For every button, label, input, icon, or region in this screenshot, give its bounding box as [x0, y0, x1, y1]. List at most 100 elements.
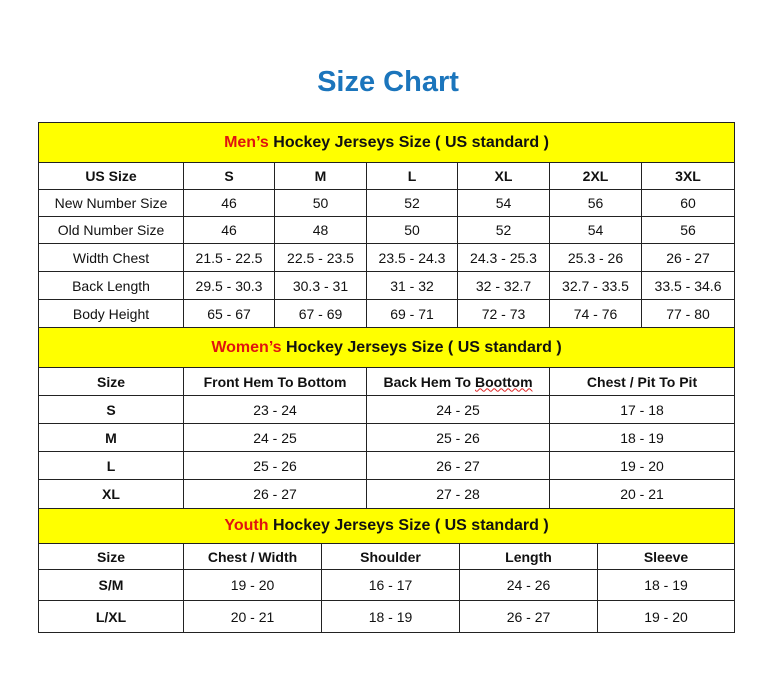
table-cell: 72 - 73 [457, 299, 550, 328]
table-cell: 26 - 27 [366, 451, 550, 480]
womens-label: Women’s [211, 338, 282, 356]
table-cell: 18 - 19 [596, 569, 736, 601]
row-label: New Number Size [38, 189, 184, 217]
table-cell: 18 - 19 [321, 600, 460, 633]
youth-size-table: Youth Hockey Jerseys Size ( US standard … [37, 508, 736, 633]
row-label: Back Length [38, 271, 184, 300]
header-cell: 3XL [640, 162, 736, 190]
table-cell: 26 - 27 [183, 479, 367, 509]
table-cell: 21.5 - 22.5 [183, 243, 275, 272]
table-row: Width Chest 21.5 - 22.5 22.5 - 23.5 23.5 - … [38, 243, 736, 272]
table-cell: 23 - 24 [183, 395, 367, 424]
table-row: XL 26 - 27 27 - 28 20 - 21 [38, 479, 736, 509]
table-row: Old Number Size 46 48 50 52 54 56 [38, 216, 736, 244]
table-cell: 48 [274, 216, 367, 244]
table-row: M 24 - 25 25 - 26 18 - 19 [38, 423, 736, 452]
table-cell: 22.5 - 23.5 [274, 243, 367, 272]
table-cell: 25.3 - 26 [549, 243, 642, 272]
table-cell: 26 - 27 [459, 600, 598, 633]
womens-header-row: Size Front Hem To Bottom Back Hem To Boo… [38, 367, 736, 396]
table-row: New Number Size 46 50 52 54 56 60 [38, 189, 736, 217]
table-cell: 26 - 27 [640, 243, 736, 272]
womens-size-table: Women’s Hockey Jerseys Size ( US standar… [37, 327, 736, 509]
table-cell: 77 - 80 [640, 299, 736, 328]
table-row: S 23 - 24 24 - 25 17 - 18 [38, 395, 736, 424]
table-cell: 56 [640, 216, 736, 244]
header-cell: Shoulder [321, 543, 460, 570]
youth-title-text: Hockey Jerseys Size ( US standard ) [268, 517, 549, 534]
table-cell: 46 [183, 216, 275, 244]
youth-label: Youth [224, 517, 269, 534]
header-cell: US Size [38, 162, 184, 190]
womens-title-text: Hockey Jerseys Size ( US standard ) [281, 338, 562, 356]
youth-header-row: Size Chest / Width Shoulder Length Sleev… [38, 543, 736, 570]
header-cell: Size [38, 543, 184, 570]
table-cell: 29.5 - 30.3 [183, 271, 275, 300]
header-cell: Sleeve [596, 543, 736, 570]
header-cell: 2XL [549, 162, 642, 190]
table-cell: 31 - 32 [366, 271, 458, 300]
table-row: L 25 - 26 26 - 27 19 - 20 [38, 451, 736, 480]
row-label: S/M [38, 569, 184, 601]
table-cell: 17 - 18 [548, 395, 736, 424]
table-cell: 30.3 - 31 [274, 271, 367, 300]
table-cell: 20 - 21 [548, 479, 736, 509]
mens-size-table: Men’s Hockey Jerseys Size ( US standard … [37, 122, 736, 328]
table-cell: 32.7 - 33.5 [549, 271, 642, 300]
table-cell: 33.5 - 34.6 [640, 271, 736, 300]
table-cell: 50 [366, 216, 458, 244]
table-cell: 24 - 26 [459, 569, 598, 601]
row-label: L/XL [38, 600, 184, 633]
table-cell: 74 - 76 [549, 299, 642, 328]
table-cell: 56 [549, 189, 642, 217]
table-cell: 16 - 17 [321, 569, 460, 601]
row-label: S [38, 395, 184, 424]
row-label: Width Chest [38, 243, 184, 272]
row-label: Old Number Size [38, 216, 184, 244]
row-label: Body Height [38, 299, 184, 328]
table-cell: 18 - 19 [548, 423, 736, 452]
table-cell: 60 [640, 189, 736, 217]
table-cell: 19 - 20 [596, 600, 736, 633]
row-label: XL [38, 479, 184, 509]
table-cell: 23.5 - 24.3 [366, 243, 458, 272]
table-cell: 25 - 26 [183, 451, 367, 480]
table-cell: 20 - 21 [183, 600, 322, 633]
table-row: Body Height 65 - 67 67 - 69 69 - 71 72 - 73 7… [38, 299, 736, 328]
page-title: Size Chart [317, 66, 459, 98]
table-cell: 52 [366, 189, 458, 217]
table-cell: 32 - 32.7 [457, 271, 550, 300]
table-cell: 27 - 28 [366, 479, 550, 509]
table-cell: 24 - 25 [366, 395, 550, 424]
table-cell: 24.3 - 25.3 [457, 243, 550, 272]
misspelled-word: Boottom [475, 373, 533, 390]
table-cell: 52 [457, 216, 550, 244]
table-row: S/M 19 - 20 16 - 17 24 - 26 18 - 19 [38, 569, 736, 601]
table-row: Back Length 29.5 - 30.3 30.3 - 31 31 - 32 32… [38, 271, 736, 300]
table-cell: 24 - 25 [183, 423, 367, 452]
header-cell: Back Hem To Boottom [366, 367, 550, 396]
womens-table-title: Women’s Hockey Jerseys Size ( US standar… [37, 327, 736, 368]
row-label: L [38, 451, 184, 480]
header-cell: Chest / Pit To Pit [548, 367, 736, 396]
table-cell: 50 [274, 189, 367, 217]
table-cell: 69 - 71 [366, 299, 458, 328]
header-cell: L [366, 162, 458, 190]
header-cell: S [183, 162, 275, 190]
table-cell: 54 [457, 189, 550, 217]
table-cell: 67 - 69 [274, 299, 367, 328]
mens-header-row: US Size S M L XL 2XL 3XL [38, 162, 736, 190]
header-text: Back Hem To [383, 373, 475, 390]
header-cell: XL [457, 162, 550, 190]
table-cell: 46 [183, 189, 275, 217]
youth-table-title: Youth Hockey Jerseys Size ( US standard … [37, 508, 736, 544]
table-cell: 25 - 26 [366, 423, 550, 452]
mens-label: Men’s [224, 133, 269, 151]
table-cell: 19 - 20 [548, 451, 736, 480]
header-cell: Length [459, 543, 598, 570]
header-cell: Size [38, 367, 184, 396]
table-row: L/XL 20 - 21 18 - 19 26 - 27 19 - 20 [38, 600, 736, 633]
table-cell: 19 - 20 [183, 569, 322, 601]
header-cell: Front Hem To Bottom [183, 367, 367, 396]
mens-table-title: Men’s Hockey Jerseys Size ( US standard … [37, 122, 736, 163]
